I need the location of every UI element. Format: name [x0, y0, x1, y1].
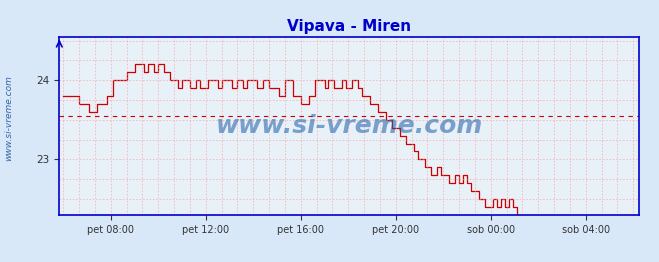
Title: Vipava - Miren: Vipava - Miren	[287, 19, 411, 34]
Text: www.si-vreme.com: www.si-vreme.com	[4, 75, 13, 161]
Text: www.si-vreme.com: www.si-vreme.com	[215, 114, 483, 138]
